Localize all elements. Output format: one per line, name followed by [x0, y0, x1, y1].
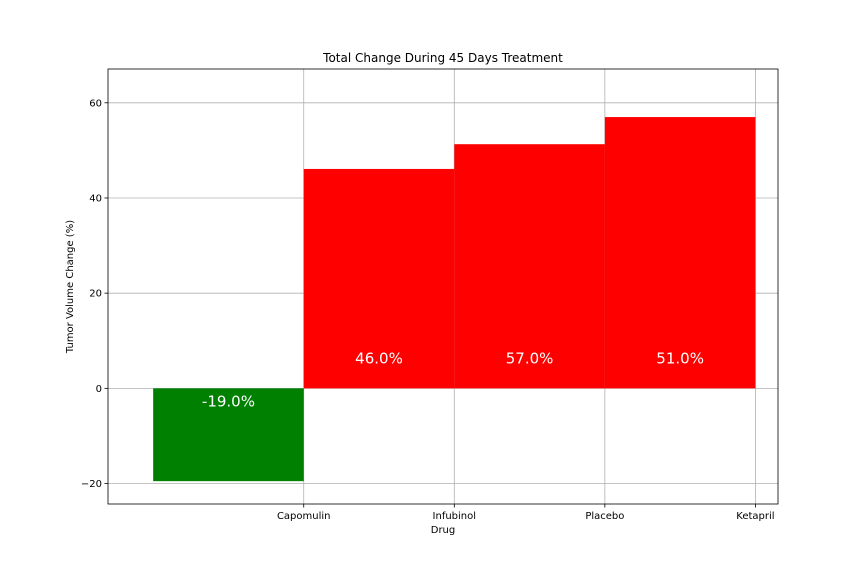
plot-frame	[107, 68, 779, 505]
x-tick-label: Capomulin	[277, 511, 331, 522]
bar-labels: -19.0% 46.0% 57.0% 51.0%	[202, 349, 704, 410]
bar-value-label: 57.0%	[506, 349, 554, 367]
x-axis-title: Drug	[431, 525, 456, 536]
bar-value-label: -19.0%	[202, 392, 255, 410]
y-tick-label: 0	[96, 384, 102, 395]
y-axis-title: Tumor Volume Change (%)	[65, 220, 76, 354]
bar-infubinol	[303, 168, 455, 389]
bar-ketapril	[604, 117, 756, 389]
y-tick-label: 60	[89, 98, 102, 109]
y-tick-label: −20	[81, 479, 102, 490]
chart-title: Total Change During 45 Days Treatment	[322, 51, 563, 65]
bar-value-label: 46.0%	[355, 349, 403, 367]
x-tick-label: Infubinol	[433, 511, 477, 522]
bar-value-label: 51.0%	[656, 349, 704, 367]
x-tick-label: Ketapril	[736, 511, 774, 522]
x-tick-label: Placebo	[585, 511, 624, 522]
bar-capomulin	[153, 388, 304, 482]
bar-placebo	[454, 144, 605, 389]
y-tick-label: 20	[89, 289, 102, 300]
axis-ticks: −20 0 20 40 60 Capomulin Infubinol Placebo Ketap…	[81, 98, 775, 522]
bars	[153, 117, 756, 482]
y-tick-label: 40	[89, 193, 102, 204]
